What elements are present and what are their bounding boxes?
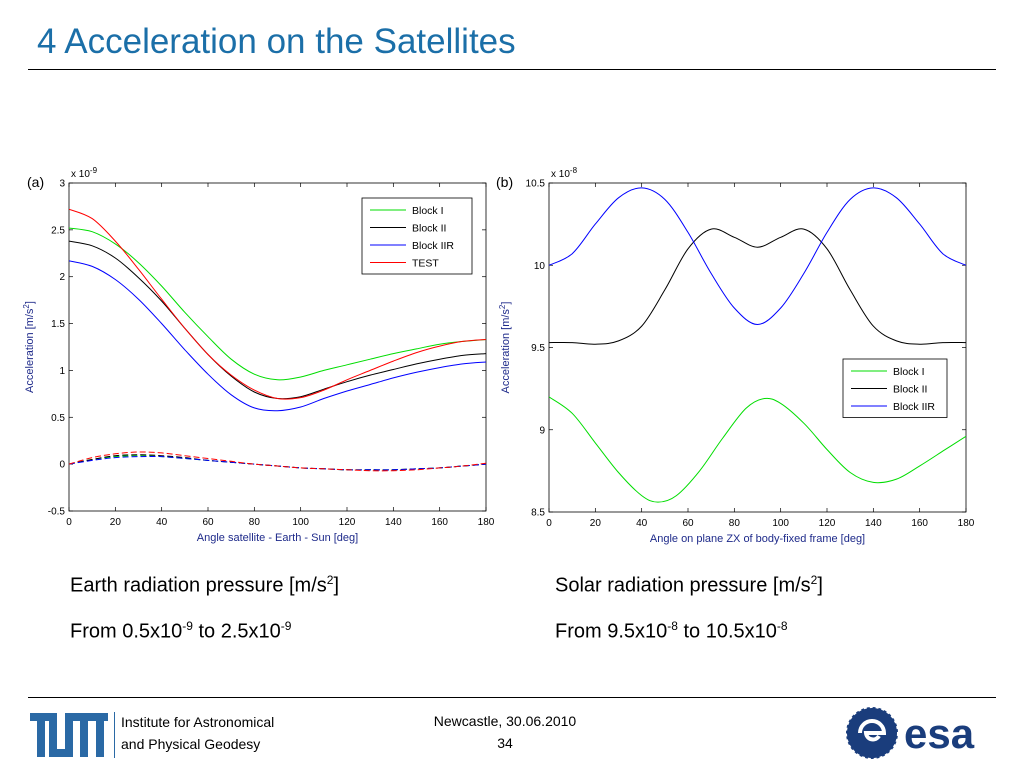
series-group (549, 187, 966, 503)
y-tick-label: 1 (59, 366, 65, 377)
x-tick-label: 60 (682, 518, 694, 529)
x-tick-label: 140 (865, 518, 882, 529)
plot-frame (548, 182, 967, 513)
esa-logo: esa (845, 706, 975, 760)
y-tick-label: 0 (59, 460, 65, 471)
series-line-block-i (549, 396, 966, 503)
x-tick-label: 20 (590, 518, 602, 529)
y-tick-label: 8.5 (531, 508, 545, 519)
esa-globe-icon (845, 706, 899, 760)
institute-line1: Institute for Astronomical (121, 714, 275, 730)
y-tick-label: 1.5 (51, 319, 65, 330)
y-tick-label: 9.5 (531, 343, 545, 354)
y-tick-label: 2 (59, 272, 65, 283)
x-tick-label: 40 (156, 517, 168, 528)
caption-left-line2-sup2: -9 (280, 619, 292, 633)
x-tick-label: 160 (431, 517, 448, 528)
page-number: 34 (497, 735, 513, 751)
caption-left-line1-end: ] (333, 574, 340, 597)
axis-multiplier: x 10-9 (71, 166, 98, 180)
series-line-block-iir (549, 187, 966, 326)
caption-right-line1-end: ] (817, 574, 823, 597)
slide-title: 4 Acceleration on the Satellites (37, 22, 516, 61)
y-tick-label: 3 (59, 179, 65, 190)
x-tick-label: 140 (385, 517, 402, 528)
caption-right-line2-a: From 9.5x10 (555, 620, 668, 643)
caption-left-line2-sup1: -9 (182, 619, 193, 633)
y-axis-label: Acceleration [m/s2] (498, 302, 512, 394)
legend-label: TEST (412, 258, 439, 270)
caption-right-line1: Solar radiation pressure [m/s2] (555, 573, 823, 598)
caption-left-line1: Earth radiation pressure [m/s2] (70, 573, 339, 598)
caption-right-line2: From 9.5x10-8 to 10.5x10-8 (555, 619, 788, 644)
institute-name: Institute for Astronomical and Physical … (121, 711, 274, 755)
series-line-test (69, 208, 486, 400)
x-tick-label: 60 (202, 517, 214, 528)
institute-line2: and Physical Geodesy (121, 736, 261, 752)
caption-left-line1-sup: 2 (326, 573, 334, 587)
location-date: Newcastle, 30.06.2010 (433, 713, 577, 729)
series-group (69, 208, 486, 472)
y-tick-label: 9 (539, 425, 545, 436)
y-tick-label: -0.5 (48, 507, 66, 518)
caption-left-line2-b: to 2.5x10 (192, 620, 281, 643)
y-tick-label: 0.5 (51, 413, 65, 424)
caption-left-line2: From 0.5x10-9 to 2.5x10-9 (70, 619, 291, 644)
title-divider (28, 69, 996, 70)
legend-label: Block II (893, 384, 927, 396)
caption-right-line1-text: Solar radiation pressure [m/s (555, 574, 811, 597)
series-line-dashed-7 (69, 451, 486, 472)
legend-box (361, 197, 473, 275)
legend-label: Block I (893, 366, 925, 378)
y-axis-label: Acceleration [m/s2] (22, 301, 36, 393)
legend-label: Block IIR (412, 240, 454, 252)
legend-label: Block II (412, 223, 446, 235)
x-tick-label: 120 (339, 517, 356, 528)
x-tick-label: 0 (546, 518, 552, 529)
y-tick-label: 2.5 (51, 225, 65, 236)
footer-center: Newcastle, 30.06.2010 34 (395, 710, 615, 754)
chart-solar-radiation: 0 20 40 60 80 100 120 140 160 180 8.5 9 9.5 10 10.5 Ang… (496, 166, 975, 545)
caption-right-line2-b: to 10.5x10 (677, 620, 777, 643)
caption-left-line1-text: Earth radiation pressure [m/s (70, 574, 327, 597)
x-tick-label: 160 (911, 518, 928, 529)
x-tick-label: 40 (636, 518, 648, 529)
series-line-block-i (69, 227, 486, 381)
x-tick-label: 80 (249, 517, 261, 528)
legend-label: Block IIR (893, 401, 935, 413)
x-tick-label: 0 (66, 517, 72, 528)
x-axis-label: Angle on plane ZX of body-fixed frame [d… (650, 533, 865, 545)
x-axis-label: Angle satellite - Earth - Sun [deg] (197, 532, 358, 544)
caption-left-line2-a: From 0.5x10 (70, 620, 183, 643)
panel-label: (b) (496, 174, 513, 190)
series-line-block-iir (69, 260, 486, 412)
panel-label: (a) (27, 174, 44, 190)
x-tick-label: 180 (958, 518, 975, 529)
tum-logo (30, 713, 108, 757)
x-tick-label: 100 (772, 518, 789, 529)
chart-earth-radiation: 0 20 40 60 80 100 120 140 160 180-0.500.511.522.5… (22, 166, 495, 544)
footer-logo-separator (114, 712, 115, 758)
legend-label: Block I (412, 205, 444, 217)
x-tick-label: 180 (478, 517, 495, 528)
series-line-block-ii (549, 228, 966, 345)
x-tick-label: 120 (819, 518, 836, 529)
footer-divider (28, 697, 996, 698)
axis-multiplier: x 10-8 (551, 166, 578, 180)
caption-right-line2-sup1: -8 (667, 619, 678, 633)
y-tick-label: 10.5 (526, 179, 546, 190)
x-tick-label: 100 (292, 517, 309, 528)
y-tick-label: 10 (534, 261, 546, 272)
x-tick-label: 80 (729, 518, 741, 529)
esa-wordmark: esa (904, 710, 975, 757)
caption-right-line2-sup2: -8 (776, 619, 788, 633)
x-tick-label: 20 (110, 517, 122, 528)
caption-right-line1-sup: 2 (810, 573, 818, 587)
